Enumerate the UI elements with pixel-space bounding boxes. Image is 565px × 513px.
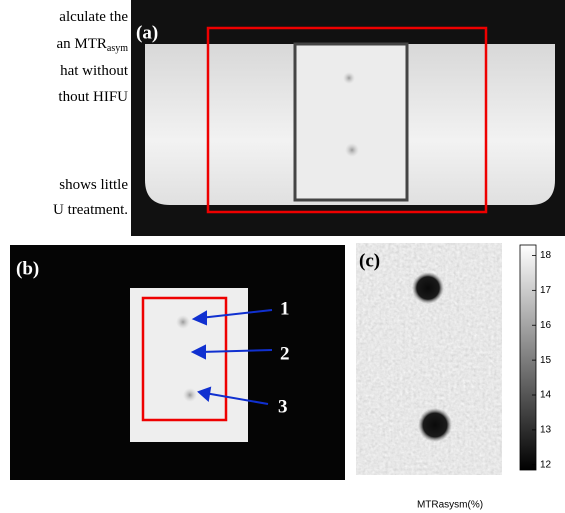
- colorbar-label: MTRasysm(%): [417, 500, 483, 511]
- text-line: alculate the: [59, 9, 128, 25]
- dot: [176, 315, 190, 329]
- dot: [183, 388, 197, 402]
- marker: 1: [280, 298, 290, 319]
- phantom: [130, 288, 248, 442]
- tick-label: 14: [540, 390, 552, 401]
- text-span: shows little: [59, 177, 128, 193]
- tick-label: 13: [540, 425, 552, 436]
- tick-label: 12: [540, 459, 552, 470]
- subscript: asym: [107, 43, 128, 54]
- text-span: an MTR: [56, 36, 106, 52]
- text-line: hat without: [60, 63, 129, 79]
- text-line: shows little: [59, 177, 128, 193]
- text-line: an MTRasym: [56, 36, 128, 54]
- text-span: alculate the: [59, 9, 128, 25]
- colorbar-ticks: 12 13 14 15 16 17 18: [532, 250, 552, 470]
- spot: [418, 408, 452, 442]
- text-line: U treatment.: [53, 202, 128, 218]
- arrows: [190, 309, 273, 405]
- text-span: thout HIFU: [58, 89, 128, 105]
- dot: [345, 143, 359, 157]
- marker: 3: [278, 396, 288, 417]
- insert: [293, 42, 409, 202]
- panel-label: (c): [359, 250, 380, 271]
- dot: [343, 72, 355, 84]
- text-span: U treatment.: [53, 202, 128, 218]
- text-line: thout HIFU: [58, 89, 128, 105]
- tick-label: 18: [540, 250, 552, 261]
- tick-label: 17: [540, 285, 552, 296]
- roi-box: [206, 26, 488, 214]
- tick-label: 16: [540, 320, 552, 331]
- spot: [412, 272, 444, 304]
- text-span: hat without: [60, 63, 129, 79]
- marker: 2: [280, 343, 290, 364]
- body-text: alculate the an MTRasym hat without thout H…: [53, 9, 129, 218]
- tick-label: 15: [540, 355, 552, 366]
- roi-box: [141, 296, 228, 422]
- colorbar: [519, 244, 537, 471]
- panel-label: (a): [136, 22, 158, 43]
- panel-label: (b): [16, 258, 39, 279]
